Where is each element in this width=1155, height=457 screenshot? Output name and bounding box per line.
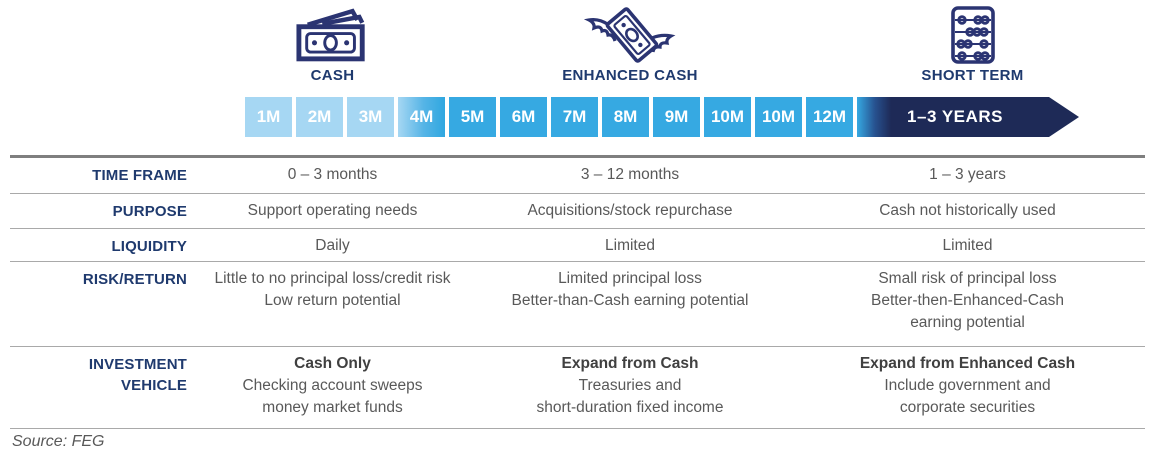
row-label-risk-return: RISK/RETURN [82,271,187,288]
row-label-purpose: PURPOSE [112,203,187,220]
row-label-time-frame: TIME FRAME [92,167,187,184]
winged-money-icon [581,5,679,65]
cell-investment-vehicle-enhanced-cash: Expand from Cash Treasuries and short-du… [536,355,724,416]
column-header-short-term: SHORT TERM [790,2,1155,84]
cash-icon [295,5,371,65]
column-title-cash: CASH [310,67,355,84]
cell-liquidity-enhanced-cash: Limited [605,237,655,254]
table-row-liquidity: LIQUIDITY Daily Limited Limited [10,229,1145,262]
column-title-short-term: SHORT TERM [921,67,1024,84]
cell-purpose-enhanced-cash: Acquisitions/stock repurchase [527,202,733,219]
cell-investment-vehicle-short-term: Expand from Enhanced Cash Include govern… [859,355,1076,416]
cell-time-frame-enhanced-cash: 3 – 12 months [580,166,680,183]
cell-purpose-short-term: Cash not historically used [879,202,1056,219]
timeline-segment: 6M [500,97,547,137]
table-row-purpose: PURPOSE Support operating needs Acquisit… [10,194,1145,229]
timeline-segment: 7M [551,97,598,137]
cell-purpose-cash: Support operating needs [247,202,418,219]
column-headers: CASH ENHANCED CASH [0,2,1155,84]
cell-liquidity-cash: Daily [315,237,350,254]
row-label-liquidity: LIQUIDITY [111,238,187,255]
timeline-segment: 2M [296,97,343,137]
table-row-investment-vehicle: INVESTMENT VEHICLE Cash Only Checking ac… [10,347,1145,429]
cell-time-frame-cash: 0 – 3 months [287,166,378,183]
timeline-segment: 3M [347,97,394,137]
timeline-segment: 4M [398,97,445,137]
column-header-enhanced-cash: ENHANCED CASH [470,2,790,84]
column-header-cash: CASH [195,2,470,84]
timeline-bar: 1M 2M 3M 4M 5M 6M 7M 8M 9M 10M 10M 12M 1… [245,97,1079,137]
cell-investment-vehicle-cash: Cash Only Checking account sweeps money … [242,355,423,416]
timeline-segment: 8M [602,97,649,137]
timeline-arrow-1-3-years: 1–3 YEARS [857,97,1079,137]
table-row-risk-return: RISK/RETURN Little to no principal loss/… [10,262,1145,347]
timeline-segment: 5M [449,97,496,137]
abacus-icon [950,5,996,65]
cell-time-frame-short-term: 1 – 3 years [929,166,1006,183]
cell-risk-return-enhanced-cash: Limited principal loss Better-than-Cash … [511,270,749,309]
comparison-table: TIME FRAME 0 – 3 months 3 – 12 months 1 … [10,155,1145,429]
cell-risk-return-short-term: Small risk of principal loss Better-then… [870,270,1064,331]
cell-liquidity-short-term: Limited [942,237,993,254]
timeline-segment: 12M [806,97,853,137]
timeline-segment: 1M [245,97,292,137]
timeline-segment: 10M [755,97,802,137]
table-row-time-frame: TIME FRAME 0 – 3 months 3 – 12 months 1 … [10,158,1145,194]
timeline-segment: 10M [704,97,751,137]
header-spacer [0,2,195,84]
cell-risk-return-cash: Little to no principal loss/credit risk … [214,270,451,309]
source-note: Source: FEG [12,433,105,450]
timeline-segment: 9M [653,97,700,137]
column-title-enhanced-cash: ENHANCED CASH [562,67,698,84]
row-label-investment-vehicle: INVESTMENT VEHICLE [88,356,187,394]
